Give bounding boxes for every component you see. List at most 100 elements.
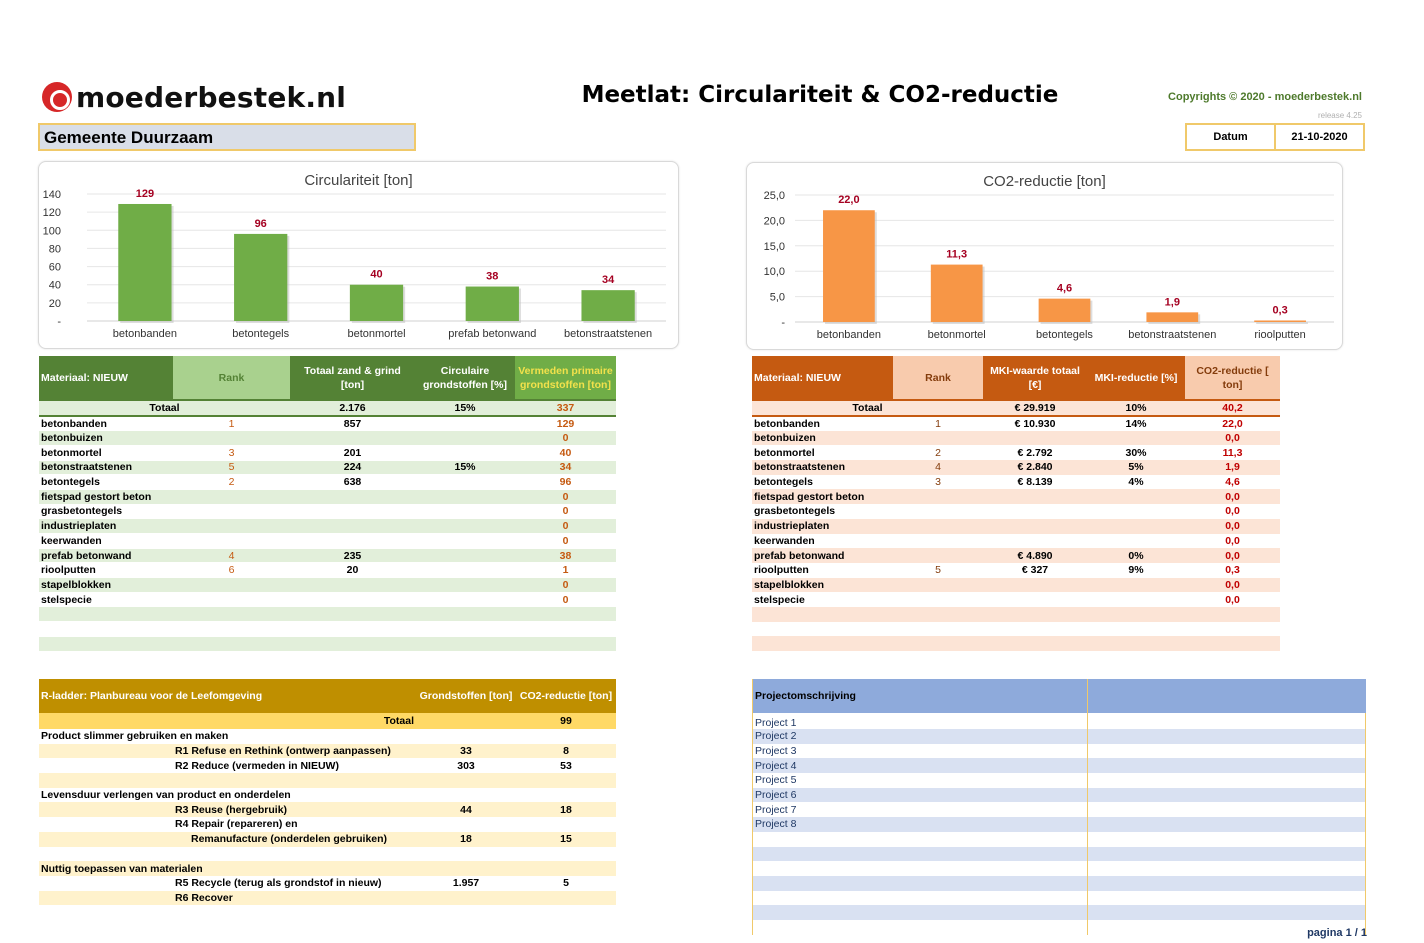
zand-cell[interactable] — [290, 533, 415, 549]
circ-cell[interactable]: 15% — [415, 460, 515, 476]
project-row[interactable]: Project 5 — [752, 773, 1366, 788]
zand-cell[interactable] — [290, 430, 415, 446]
project-description[interactable] — [1087, 713, 1366, 729]
project-name[interactable]: Project 1 — [752, 713, 1088, 729]
gemeente-field[interactable]: Gemeente Duurzaam — [38, 123, 416, 151]
project-row[interactable]: Project 7 — [752, 802, 1366, 818]
mki-cell[interactable]: € 2.792 — [1017, 446, 1053, 459]
circ-cell[interactable] — [415, 606, 515, 623]
mki-cell[interactable] — [983, 534, 1087, 549]
project-row[interactable]: Project 2 — [752, 729, 1366, 744]
project-name[interactable]: Project 7 — [752, 802, 1088, 818]
circ-cell[interactable] — [415, 636, 515, 652]
project-description[interactable] — [1087, 890, 1366, 906]
project-name[interactable]: Project 3 — [752, 743, 1088, 759]
project-description[interactable] — [1087, 831, 1366, 847]
project-row[interactable] — [752, 905, 1366, 920]
project-description[interactable] — [1087, 802, 1366, 818]
project-name[interactable] — [752, 905, 1088, 920]
circ-cell[interactable] — [415, 504, 515, 520]
project-row[interactable] — [752, 890, 1366, 906]
project-name[interactable]: Project 4 — [752, 758, 1088, 774]
circ-cell[interactable] — [415, 474, 515, 490]
zand-cell[interactable]: 224 — [290, 460, 415, 476]
project-row[interactable]: Project 4 — [752, 758, 1366, 774]
project-description[interactable] — [1087, 773, 1366, 788]
reductie-cell[interactable] — [1087, 534, 1185, 549]
zand-cell[interactable] — [290, 636, 415, 652]
mki-cell[interactable]: € 8.139 — [1017, 476, 1053, 489]
mki-cell[interactable]: € 2.840 — [983, 460, 1087, 475]
circ-cell[interactable] — [415, 548, 515, 564]
mki-cell[interactable]: € 327 — [1021, 564, 1049, 577]
project-description[interactable] — [1087, 919, 1366, 935]
project-description[interactable] — [1087, 861, 1366, 876]
project-row[interactable]: Project 3 — [752, 743, 1366, 759]
project-name[interactable] — [752, 890, 1088, 906]
project-description[interactable] — [1087, 743, 1366, 759]
project-row[interactable]: Project 6 — [752, 787, 1366, 803]
reductie-cell[interactable]: 4% — [1128, 476, 1144, 489]
zand-cell[interactable]: 857 — [290, 416, 415, 432]
zand-cell[interactable]: 638 — [290, 474, 415, 490]
mki-cell[interactable] — [983, 636, 1087, 651]
circ-cell[interactable] — [415, 518, 515, 534]
zand-cell[interactable] — [290, 606, 415, 623]
circ-cell[interactable] — [415, 592, 515, 608]
project-description[interactable] — [1087, 787, 1366, 803]
reductie-cell[interactable] — [1087, 592, 1185, 607]
reductie-cell[interactable] — [1087, 504, 1185, 519]
reductie-cell[interactable]: 0% — [1087, 548, 1185, 563]
reductie-cell[interactable]: 9% — [1128, 564, 1144, 577]
project-name[interactable]: Project 8 — [752, 817, 1088, 832]
datum-value[interactable]: 21-10-2020 — [1291, 131, 1348, 143]
project-name[interactable] — [752, 846, 1088, 862]
mki-cell[interactable] — [983, 504, 1087, 519]
project-row[interactable] — [752, 831, 1366, 847]
reductie-cell[interactable]: 14% — [1125, 417, 1147, 430]
reductie-cell[interactable] — [1087, 636, 1185, 651]
mki-cell[interactable] — [983, 606, 1087, 622]
circ-cell[interactable] — [415, 430, 515, 446]
project-row[interactable]: Project 1 — [752, 713, 1366, 729]
reductie-cell[interactable] — [1087, 489, 1185, 505]
circ-cell[interactable] — [415, 621, 515, 637]
zand-cell[interactable] — [290, 504, 415, 520]
project-name[interactable] — [752, 861, 1088, 876]
project-name[interactable] — [752, 875, 1088, 891]
project-row[interactable] — [752, 846, 1366, 862]
circ-cell[interactable] — [415, 445, 515, 461]
mki-cell[interactable] — [983, 430, 1087, 446]
mki-cell[interactable] — [983, 518, 1087, 534]
mki-cell[interactable] — [983, 577, 1087, 593]
zand-cell[interactable] — [290, 489, 415, 505]
reductie-cell[interactable]: 30% — [1125, 446, 1147, 459]
zand-cell[interactable]: 20 — [290, 562, 415, 579]
circ-cell[interactable] — [415, 489, 515, 505]
project-name[interactable]: Project 6 — [752, 787, 1088, 803]
circ-cell[interactable] — [415, 562, 515, 579]
project-row[interactable]: Project 8 — [752, 817, 1366, 832]
project-name[interactable]: Project 5 — [752, 773, 1088, 788]
mki-cell[interactable] — [983, 489, 1087, 505]
zand-cell[interactable] — [290, 592, 415, 608]
reductie-cell[interactable] — [1087, 577, 1185, 593]
reductie-cell[interactable] — [1087, 622, 1185, 637]
mki-cell[interactable]: € 10.930 — [1014, 417, 1056, 430]
zand-cell[interactable] — [290, 621, 415, 637]
project-row[interactable] — [752, 875, 1366, 891]
project-description[interactable] — [1087, 846, 1366, 862]
mki-cell[interactable] — [983, 622, 1087, 637]
project-description[interactable] — [1087, 729, 1366, 744]
reductie-cell[interactable] — [1087, 518, 1185, 534]
project-name[interactable] — [752, 831, 1088, 847]
circ-cell[interactable] — [415, 577, 515, 593]
zand-cell[interactable] — [290, 577, 415, 593]
project-description[interactable] — [1087, 817, 1366, 832]
zand-cell[interactable]: 201 — [290, 445, 415, 461]
reductie-cell[interactable] — [1087, 606, 1185, 622]
project-name[interactable]: Project 2 — [752, 729, 1088, 744]
project-row[interactable] — [752, 919, 1366, 935]
project-name[interactable] — [752, 919, 1088, 935]
reductie-cell[interactable] — [1087, 430, 1185, 446]
